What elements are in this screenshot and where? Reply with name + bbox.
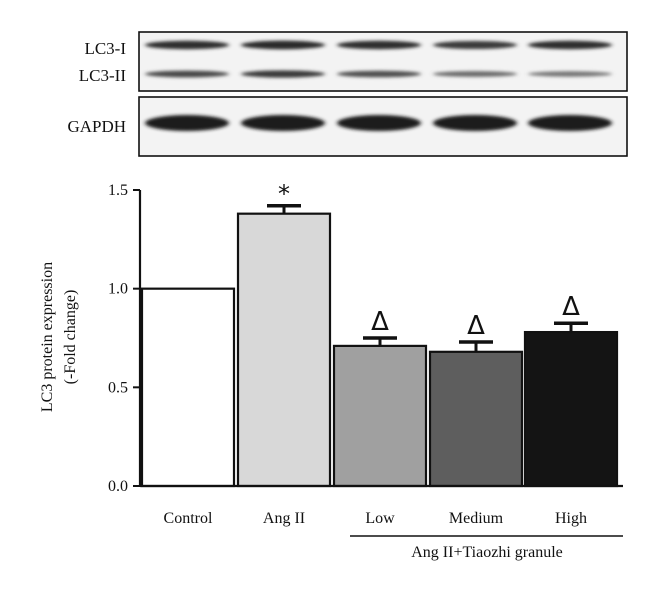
western-blot: LC3-I LC3-II GAPDH [67, 31, 628, 157]
band-gapdh-lane-3 [337, 115, 421, 131]
band-gapdh-lane-5 [528, 115, 612, 131]
y-axis-label-line-1: LC3 protein expression [39, 262, 56, 412]
x-tick-label: High [555, 510, 587, 527]
bar-high [523, 330, 619, 488]
band-gapdh-lane-4 [433, 115, 517, 131]
bar-chart: LC3 protein expression (-Fold change) 0.… [39, 180, 623, 561]
y-tick-label: 0.5 [108, 379, 128, 396]
blot-label-lc3-i: LC3-I [84, 39, 126, 58]
y-axis-ticks: 0.0 0.5 1.0 1.5 [108, 182, 140, 495]
significance-asterisk: * [278, 180, 290, 208]
significance-delta: Δ [562, 292, 580, 322]
blot-label-lc3-ii: LC3-II [79, 66, 127, 85]
blot-label-gapdh: GAPDH [67, 117, 126, 136]
x-tick-label: Ang II [263, 510, 305, 527]
bars [140, 212, 619, 488]
y-axis-label-line-2: (-Fold change) [62, 290, 79, 385]
band-lc3-ii-lane-3 [337, 70, 421, 78]
blot-bands [145, 40, 612, 131]
x-tick-label: Low [365, 510, 395, 527]
significance-marks: * Δ Δ Δ [278, 180, 580, 341]
significance-delta: Δ [371, 307, 389, 337]
bar-ang-ii [236, 212, 332, 488]
bar-low [332, 344, 428, 488]
band-gapdh-lane-1 [145, 115, 229, 131]
bar-medium [428, 350, 524, 488]
y-tick-label: 0.0 [108, 478, 128, 495]
band-lc3-ii-lane-1 [145, 70, 229, 78]
y-tick-label: 1.0 [108, 281, 128, 298]
band-lc3-i-lane-5 [528, 40, 612, 50]
x-tick-label: Control [164, 510, 213, 527]
band-lc3-i-lane-4 [433, 40, 517, 50]
error-bars [267, 204, 588, 352]
band-lc3-i-lane-2 [241, 40, 325, 50]
band-lc3-ii-lane-5 [528, 71, 612, 77]
band-lc3-ii-lane-2 [241, 70, 325, 78]
x-axis-labels: Control Ang II Low Medium High [164, 510, 587, 527]
band-lc3-ii-lane-4 [433, 71, 517, 77]
band-lc3-i-lane-1 [145, 40, 229, 50]
band-gapdh-lane-2 [241, 115, 325, 131]
group-label: Ang II+Tiaozhi granule [411, 544, 563, 561]
x-tick-label: Medium [449, 510, 504, 527]
band-lc3-i-lane-3 [337, 40, 421, 50]
bar-control [140, 287, 236, 488]
significance-delta: Δ [467, 311, 485, 341]
y-tick-label: 1.5 [108, 182, 128, 199]
